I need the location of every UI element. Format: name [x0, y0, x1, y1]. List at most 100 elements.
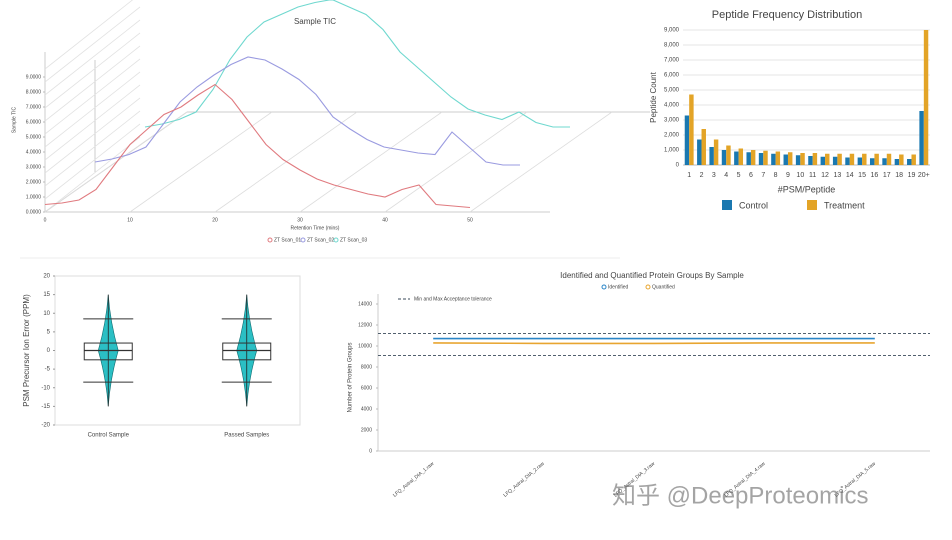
bar [923, 30, 929, 165]
y-tick-label: 5,000 [664, 88, 680, 94]
bar [874, 153, 879, 165]
legend-label: ZT Scan_03 [340, 237, 367, 243]
wall-hatch [44, 97, 141, 174]
x-tick-label: 50 [467, 217, 473, 223]
bar [758, 153, 764, 165]
wall-hatch [44, 71, 141, 148]
series-line [433, 342, 875, 345]
y-tick-label: 4000 [361, 406, 372, 412]
bar [825, 153, 830, 165]
grid-line [384, 111, 528, 213]
y-tick-label: -10 [41, 385, 50, 391]
y-tick-label: 5.0000 [26, 134, 42, 140]
y-tick-label: 1.0000 [26, 194, 42, 200]
legend-marker [333, 237, 339, 243]
bar [899, 154, 904, 165]
wall-hatch [44, 19, 141, 96]
x-tick-label: 18 [895, 172, 903, 179]
bar [721, 150, 727, 165]
bar [808, 156, 813, 165]
y-tick-label: 0 [369, 448, 372, 454]
legend-marker [601, 284, 607, 290]
bar [907, 159, 912, 165]
bar [800, 153, 805, 165]
y-tick-label: 10 [43, 311, 50, 317]
wall-hatch [44, 84, 141, 161]
x-tick-label: 10 [127, 217, 133, 223]
x-tick-label: 20 [212, 217, 218, 223]
y-axis-title: PSM Precursor Ion Error (PPM) [22, 294, 31, 407]
series-line [94, 56, 520, 166]
x-tick-label: 4 [724, 172, 728, 179]
x-tick-label: 6 [749, 172, 753, 179]
y-tick-label: 8.0000 [26, 89, 42, 95]
bar [911, 154, 916, 165]
wall-hatch [44, 110, 141, 187]
y-tick-label: 2,000 [664, 133, 680, 139]
bar [882, 158, 887, 165]
grid-line [299, 111, 443, 213]
bar [734, 151, 739, 165]
legend-label: ZT Scan_01 [274, 237, 301, 243]
bar [812, 153, 818, 165]
bar [746, 152, 751, 165]
legend-label: ZT Scan_02 [307, 237, 334, 243]
y-tick-label: 12000 [358, 322, 372, 328]
y-tick-label: 20 [43, 274, 50, 280]
bar [886, 153, 892, 165]
y-tick-label: 6,000 [664, 73, 680, 79]
y-tick-label: 5 [47, 329, 51, 335]
watermark: 知乎 @DeepProteomics [612, 482, 868, 509]
bar [771, 153, 776, 165]
chart-title: Sample TIC [294, 17, 336, 26]
x-tick-label: 17 [883, 172, 891, 179]
legend-marker [300, 237, 306, 243]
chart-title: Peptide Frequency Distribution [712, 9, 862, 21]
y-tick-label: 6.0000 [26, 119, 42, 125]
x-tick-label: 13 [833, 172, 841, 179]
bar [684, 115, 690, 165]
grid-line [129, 111, 273, 213]
legend-label: Quantified [652, 284, 675, 290]
x-axis-title: Retention Time (mins) [291, 225, 340, 231]
y-tick-label: 3.0000 [26, 164, 42, 170]
legend-marker [645, 284, 651, 290]
y-tick-label: 0 [47, 348, 51, 354]
y-tick-label: 0 [676, 163, 680, 169]
wall-hatch [44, 123, 141, 200]
wall-hatch [44, 58, 141, 135]
y-tick-label: 7,000 [664, 58, 680, 64]
bar [701, 129, 706, 165]
y-tick-label: 2000 [361, 427, 372, 433]
x-tick-label: Passed Samples [224, 433, 269, 439]
legend-label: Treatment [824, 200, 865, 210]
bar [726, 145, 731, 165]
y-tick-label: 7.0000 [26, 104, 42, 110]
x-tick-label: 20+ [918, 172, 930, 179]
box [83, 342, 133, 361]
x-tick-label: 11 [809, 172, 816, 179]
bar [763, 150, 768, 165]
grid-line [44, 111, 188, 213]
x-tick-label: 3 [712, 172, 716, 179]
legend-marker [267, 237, 273, 243]
y-tick-label: 4,000 [664, 103, 680, 109]
bar [713, 139, 719, 165]
x-axis-title: #PSM/Peptide [778, 184, 836, 194]
x-tick-label: 16 [871, 172, 879, 179]
bar [787, 152, 793, 165]
series-line [44, 83, 471, 209]
bar [849, 153, 855, 165]
y-axis-title: Peptide Count [649, 71, 658, 122]
y-axis-title: Number of Protein Groups [348, 342, 354, 412]
bar [869, 158, 875, 165]
y-tick-label: 1,000 [664, 148, 680, 154]
wall-hatch [44, 45, 141, 122]
wall-hatch [44, 136, 141, 213]
x-tick-label: 10 [796, 172, 804, 179]
bar [919, 111, 924, 165]
bar [795, 155, 801, 165]
bar [709, 147, 714, 165]
y-tick-label: 8,000 [664, 43, 680, 49]
